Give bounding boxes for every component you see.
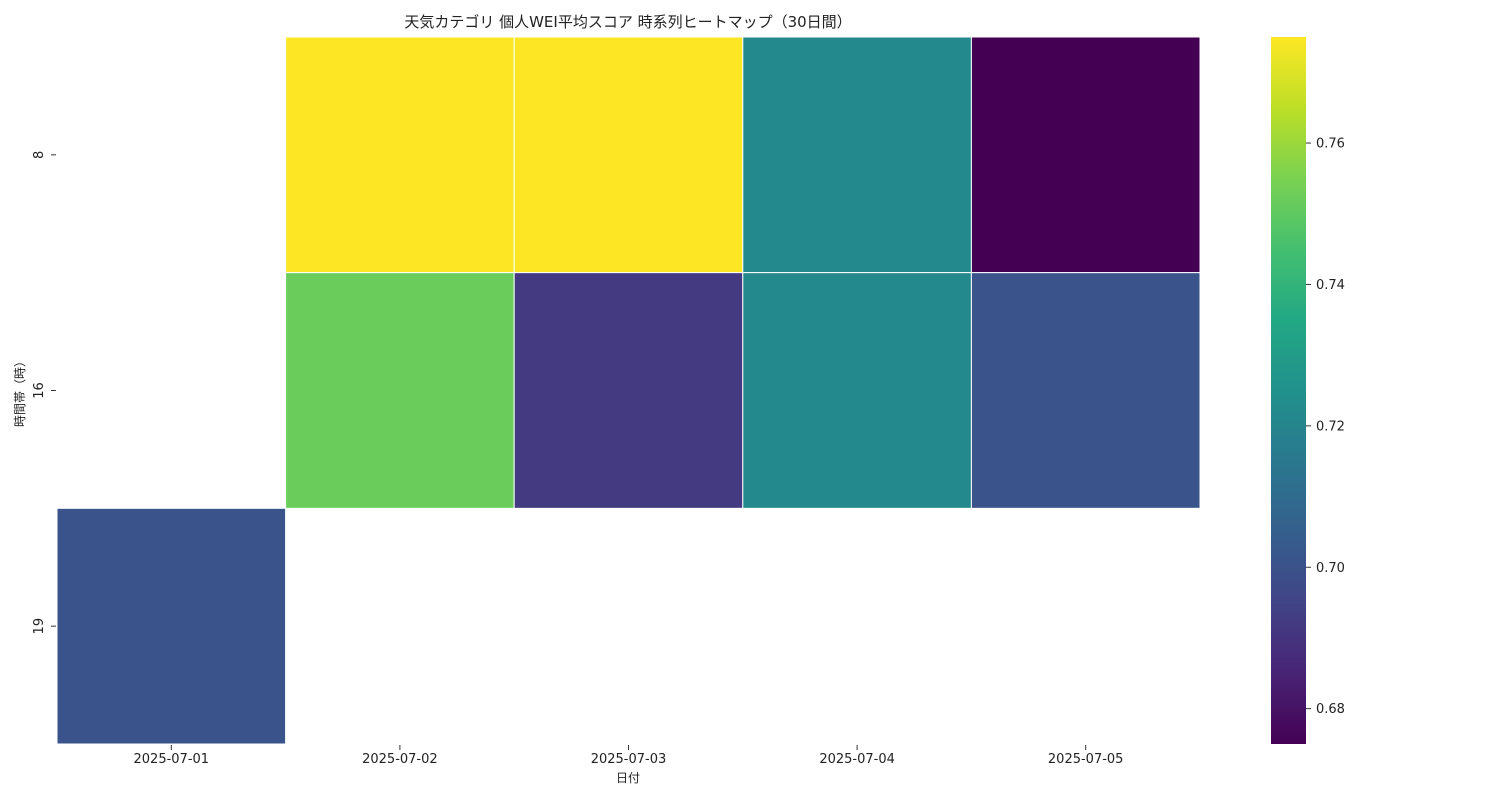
colorbar-tick-label: 0.72	[1316, 419, 1345, 434]
heatmap-cell	[970, 36, 1201, 274]
chart-title: 天気カテゴリ 個人WEI平均スコア 時系列ヒートマップ（30日間）	[404, 13, 851, 31]
x-axis-label: 日付	[616, 771, 640, 785]
colorbar-tick-label: 0.68	[1316, 702, 1345, 717]
x-tick-label: 2025-07-05	[1048, 752, 1124, 767]
heatmap-cell	[285, 272, 515, 509]
y-tick-label: 16	[32, 382, 47, 399]
colorbar-tick-label: 0.74	[1316, 278, 1345, 293]
colorbar: 0.68 0.70 0.72 0.74 0.76	[1271, 37, 1345, 744]
x-tick-label: 2025-07-04	[819, 752, 895, 767]
colorbar-gradient	[1271, 37, 1306, 744]
x-tick-label: 2025-07-01	[134, 752, 210, 767]
heatmap-cell	[513, 272, 744, 509]
heatmap-cells	[56, 36, 1201, 745]
heatmap-cell	[56, 507, 287, 745]
y-axis: 8 16 19	[32, 151, 56, 635]
y-axis-label: 時間帯（時）	[13, 355, 27, 427]
y-tick-label: 19	[32, 618, 47, 635]
colorbar-tick-label: 0.76	[1316, 137, 1345, 152]
heatmap-cell	[742, 272, 972, 509]
heatmap-cell	[970, 272, 1201, 509]
heatmap-cell	[742, 36, 972, 274]
y-tick-label: 8	[32, 151, 47, 159]
x-tick-label: 2025-07-03	[591, 752, 667, 767]
heatmap-cell	[285, 36, 515, 274]
x-axis: 2025-07-01 2025-07-02 2025-07-03 2025-07-04…	[134, 745, 1124, 767]
x-tick-label: 2025-07-02	[362, 752, 438, 767]
colorbar-tick-label: 0.70	[1316, 561, 1345, 576]
heatmap-cell	[513, 36, 744, 274]
